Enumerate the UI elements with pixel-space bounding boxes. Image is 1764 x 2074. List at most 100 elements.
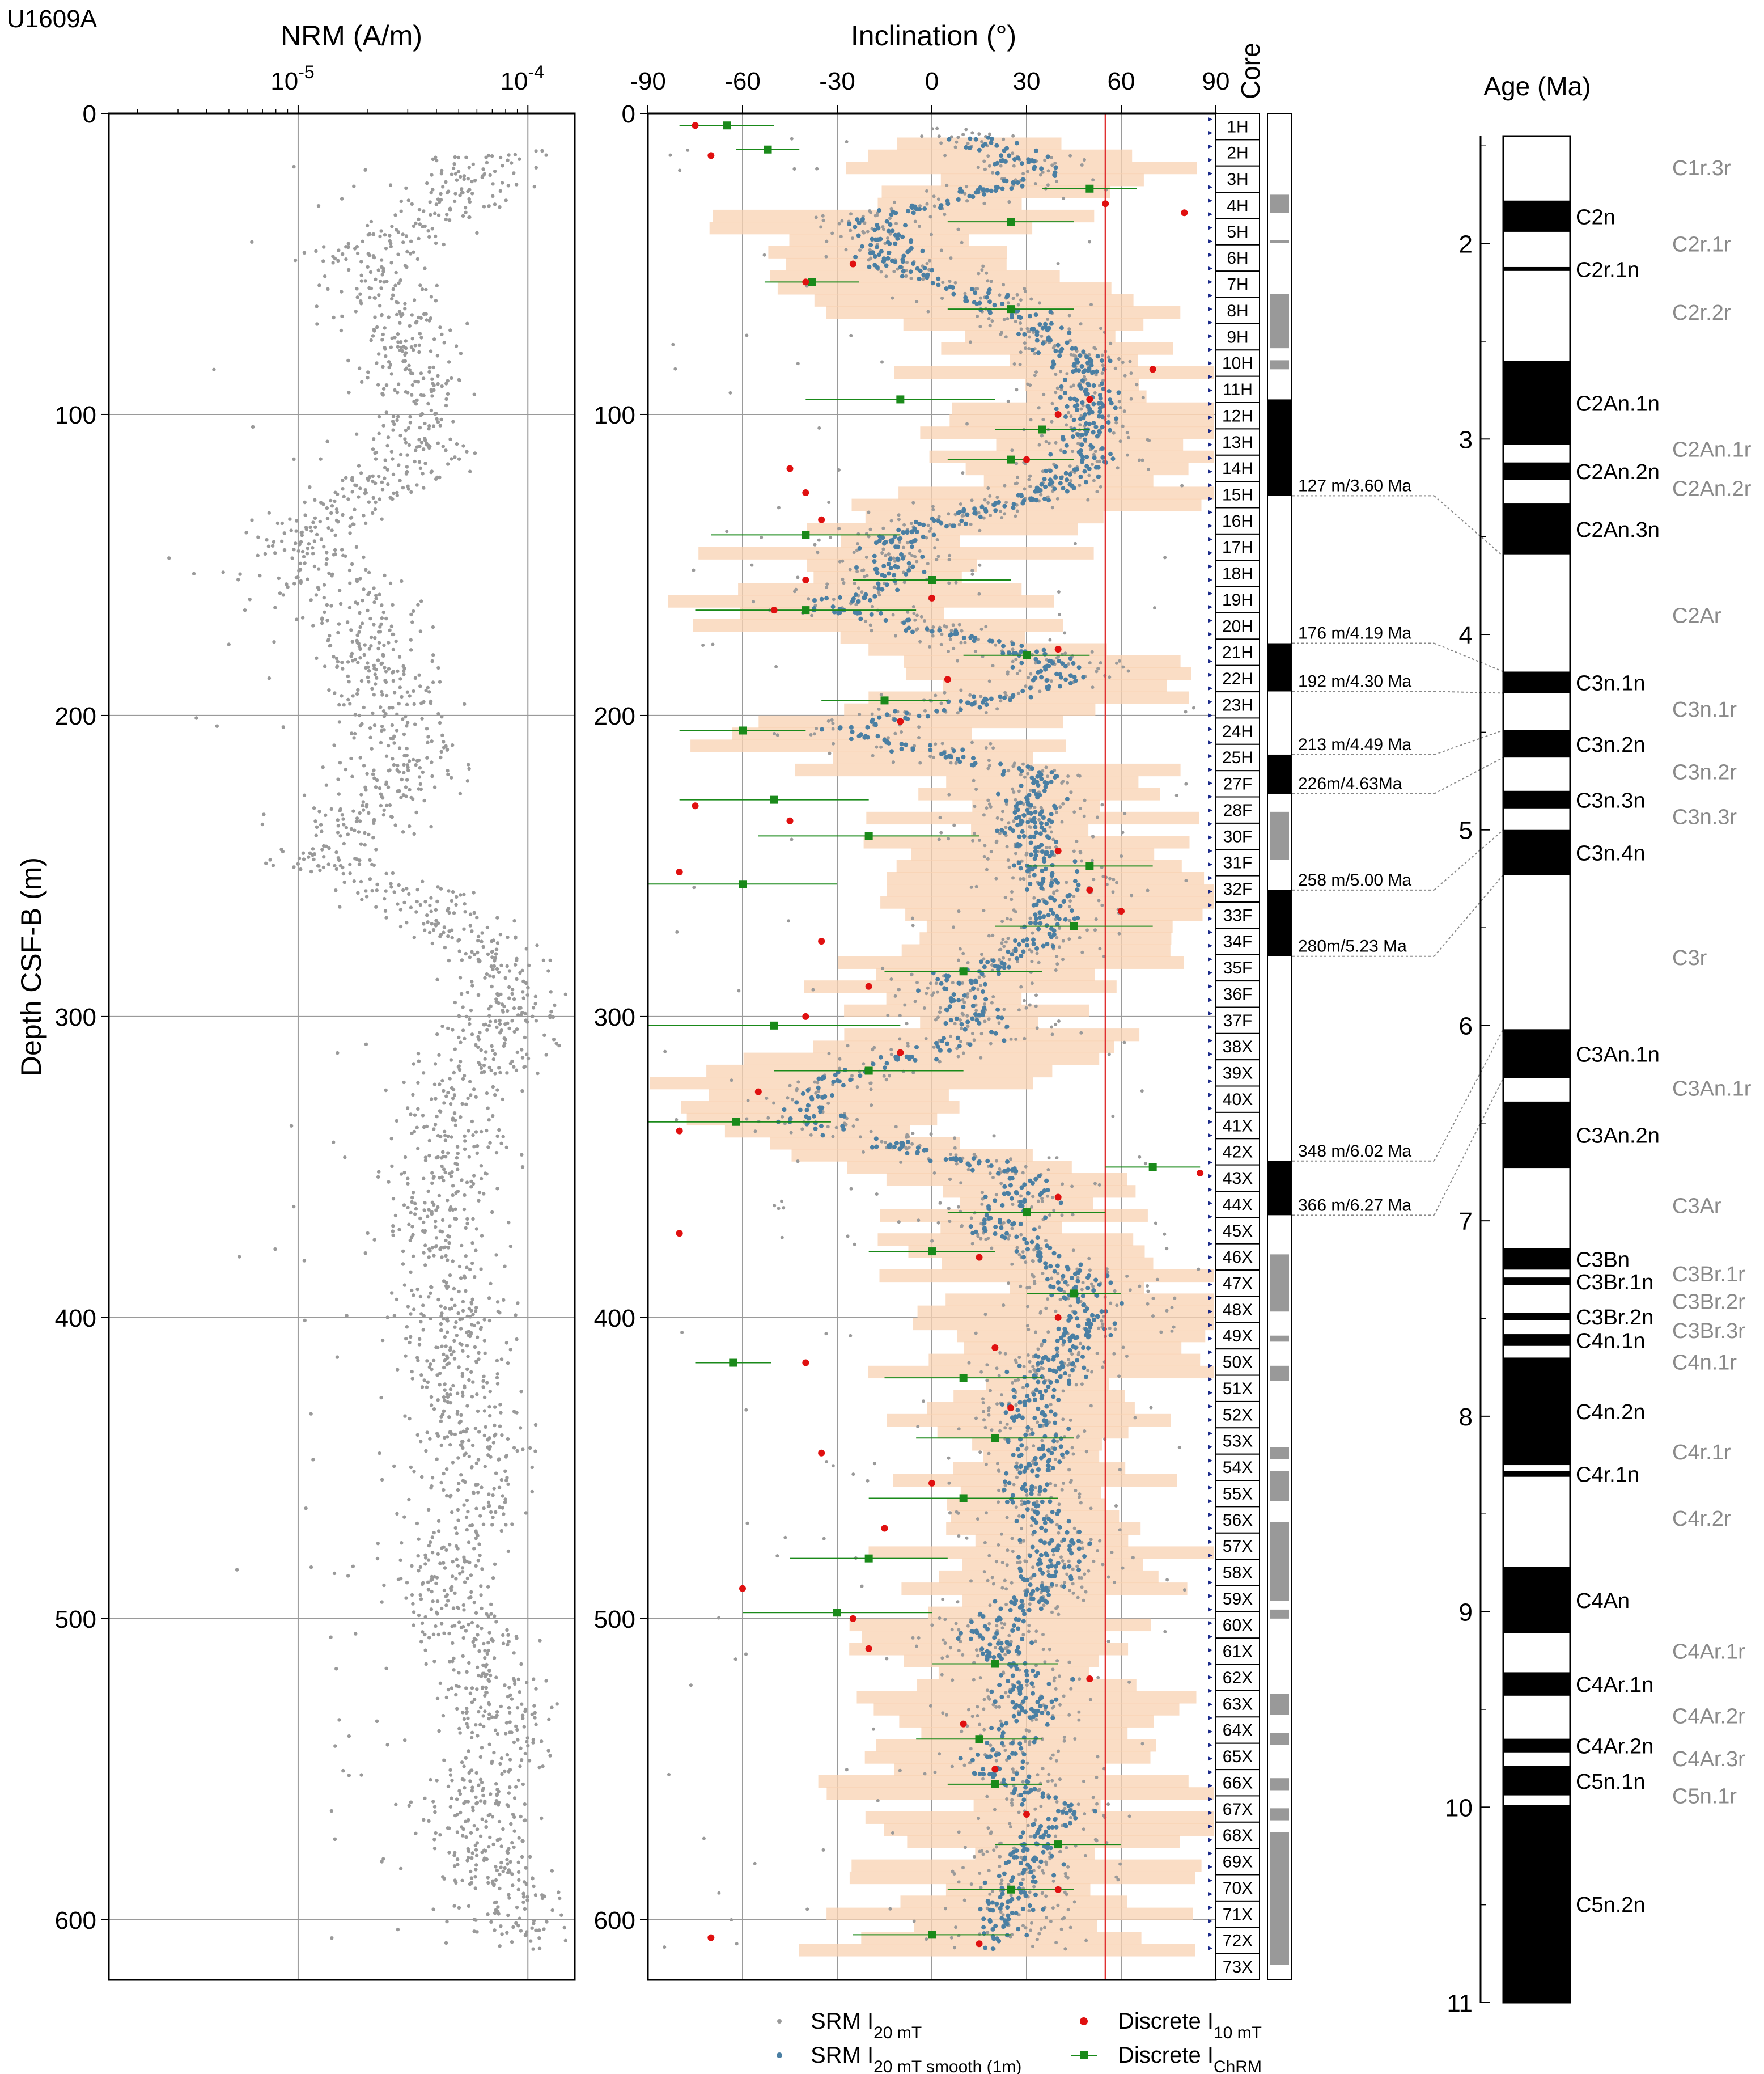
inclination-band-segment [900, 1895, 1127, 1908]
nrm-point [357, 641, 361, 646]
inclination-srm-point [940, 1656, 944, 1660]
nrm-point [349, 756, 353, 761]
nrm-point [302, 793, 307, 797]
nrm-point [487, 1014, 491, 1018]
nrm-point [440, 715, 444, 719]
nrm-point [357, 862, 362, 866]
nrm-point [426, 685, 430, 690]
nrm-point [485, 1691, 489, 1695]
nrm-point [515, 977, 519, 981]
nrm-point [429, 909, 433, 913]
inclination-srm-point [774, 665, 778, 668]
nrm-point [425, 756, 429, 760]
nrm-point [518, 1916, 521, 1920]
nrm-point [472, 1929, 476, 1933]
inclination-srm-point [1037, 1865, 1041, 1869]
inclination-srm-point [1067, 1559, 1071, 1563]
nrm-point [495, 941, 500, 945]
nrm-point [488, 173, 492, 177]
inclination-srm-point [1020, 1527, 1024, 1531]
inclination-srm-point [918, 225, 921, 228]
nrm-point [459, 1040, 463, 1044]
nrm-point [428, 1249, 432, 1253]
inclination-srm-point [969, 1882, 973, 1886]
nrm-point [442, 1877, 446, 1881]
inclination-srm-point [999, 1719, 1003, 1723]
nrm-point [395, 1119, 398, 1123]
nrm-point [427, 366, 432, 370]
nrm-point [376, 658, 380, 662]
inclination-srm-point [871, 754, 875, 757]
inclination-band-segment [650, 1077, 1033, 1090]
nrm-point [533, 1449, 537, 1453]
nrm-point [430, 1246, 434, 1250]
nrm-point [545, 1920, 549, 1924]
inclination-srm-point [1100, 803, 1104, 807]
inclination-srm-point [1025, 1683, 1029, 1687]
nrm-point [557, 1043, 561, 1048]
nrm-point [347, 568, 352, 573]
nrm-point [482, 1023, 486, 1027]
nrm-point [415, 257, 420, 261]
nrm-point [487, 1717, 491, 1721]
nrm-point [444, 403, 448, 408]
nrm-point [512, 1651, 516, 1655]
inclination-srm-point [984, 711, 988, 714]
nrm-point [487, 1631, 491, 1635]
nrm-point [506, 1633, 510, 1637]
nrm-point [444, 397, 448, 401]
nrm-point [406, 484, 410, 488]
inclination-srm-point [987, 934, 991, 938]
inclination-srm-point [1037, 406, 1041, 410]
inclination-srm-point [1037, 818, 1041, 822]
nrm-point [452, 1286, 456, 1291]
nrm-point [391, 1197, 396, 1201]
nrm-point [440, 1606, 444, 1611]
nrm-point [472, 1644, 477, 1648]
inclination-srm-point [999, 1420, 1002, 1424]
nrm-point [455, 1391, 460, 1395]
inclination-srm-point [953, 1022, 957, 1026]
nrm-point [448, 1773, 453, 1777]
nrm-point [442, 1279, 446, 1283]
nrm-point [460, 1390, 465, 1394]
inclination-srm-point [1060, 820, 1064, 824]
inclination-srm-point [1033, 1807, 1037, 1811]
nrm-point [337, 702, 341, 707]
nrm-point [429, 1607, 434, 1611]
nrm-point [506, 1804, 510, 1808]
nrm-point [463, 1147, 467, 1152]
nrm-point [467, 1661, 471, 1665]
nrm-point [390, 1164, 394, 1168]
inclination-srm-point [947, 650, 950, 653]
nrm-point [476, 950, 480, 955]
inclination-srm-point [1033, 1818, 1037, 1822]
nrm-point [329, 604, 333, 608]
nrm-point [429, 295, 434, 299]
inclination-srm-point [1002, 283, 1006, 287]
inclination-srm-point [986, 767, 990, 771]
inclination-srm-point [1083, 1572, 1087, 1576]
nrm-point [482, 1724, 486, 1729]
inclination-srm-point [985, 1794, 989, 1798]
nrm-point [391, 287, 395, 291]
nrm-point [485, 1091, 489, 1095]
inclination-srm-point [1051, 1906, 1055, 1910]
inclination-srm-point [1095, 815, 1099, 819]
inclination-srm-point [982, 1570, 986, 1574]
nrm-point [390, 336, 394, 340]
inclination-srm-point [1184, 710, 1188, 714]
nrm-point [369, 219, 374, 224]
inclination-srm-point [1015, 388, 1019, 392]
nrm-point [365, 772, 369, 776]
inclination-srm-point [1045, 1863, 1049, 1866]
nrm-point [472, 1823, 476, 1828]
nrm-point [418, 466, 423, 470]
inclination-srm-point [1005, 1516, 1009, 1519]
inclination-srm-point [1087, 1256, 1091, 1260]
nrm-point [434, 1225, 438, 1229]
inclination-srm-point [1059, 1927, 1063, 1931]
inclination-srm-point [935, 558, 939, 562]
nrm-point [464, 1686, 468, 1690]
nrm-point [494, 1782, 498, 1786]
